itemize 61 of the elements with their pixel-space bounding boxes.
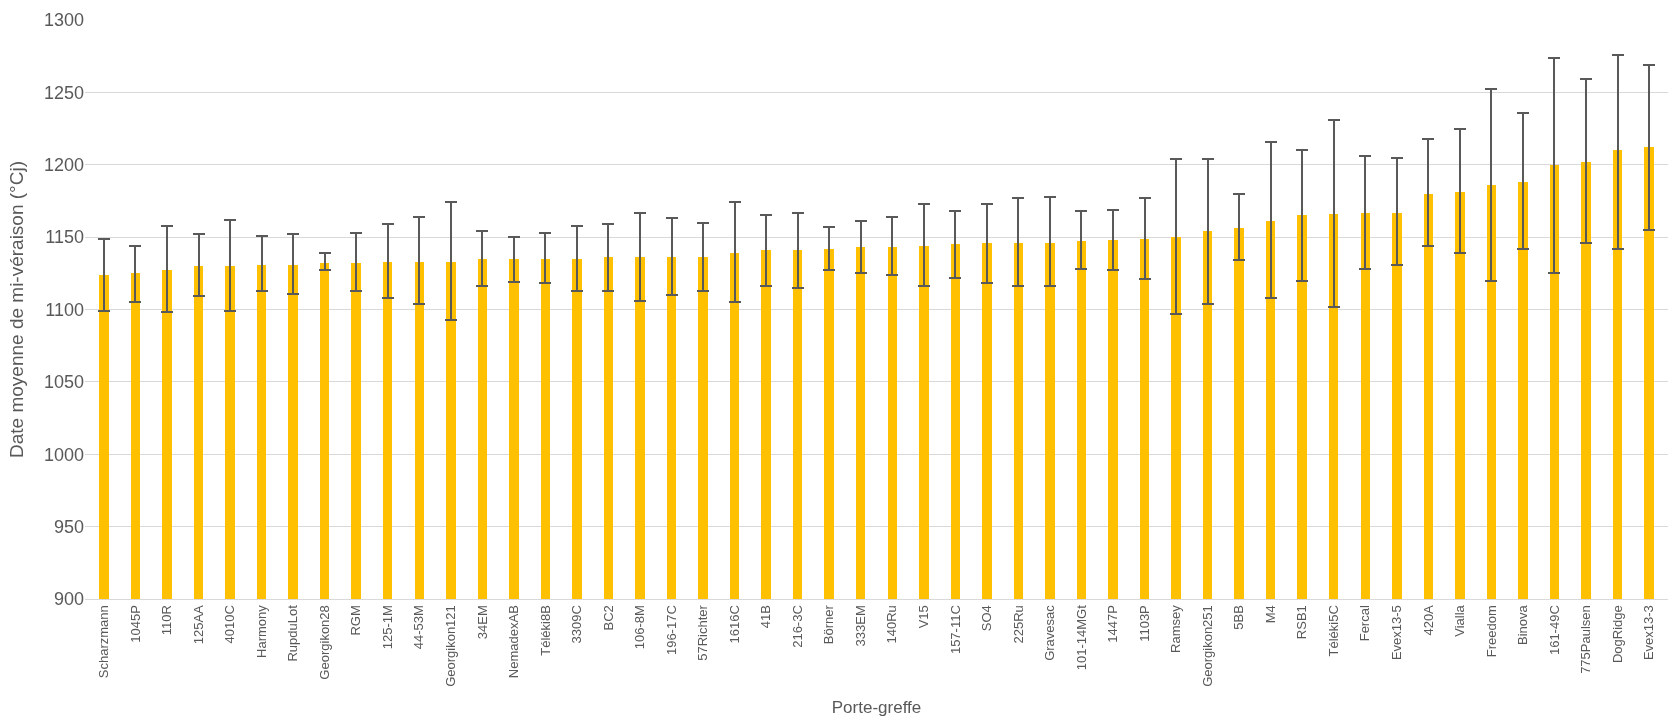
- x-tick-label: 225Ru: [1010, 605, 1026, 644]
- y-tick-label: 1000: [43, 444, 84, 465]
- x-tick-label: BC2: [600, 605, 616, 631]
- x-tick-label: Georgikon28: [316, 605, 332, 680]
- y-tick-label: 900: [53, 589, 84, 610]
- y-tick-label: 1100: [45, 299, 84, 320]
- y-tick-label: 1200: [43, 155, 84, 176]
- x-tick-label: Evex13-3: [1641, 605, 1657, 661]
- y-tick-label: 1250: [43, 82, 84, 103]
- x-tick-label: 110R: [159, 605, 175, 636]
- x-tick-label: V15: [916, 605, 932, 629]
- x-tick-label: Fercal: [1357, 605, 1373, 642]
- x-tick-label: 196-17C: [663, 605, 679, 656]
- y-tick-label: 1150: [45, 227, 84, 248]
- x-tick-label: 140Ru: [884, 605, 900, 644]
- x-tick-label: Georgikon251: [1199, 605, 1215, 687]
- x-tick-label: 125-1M: [379, 605, 395, 650]
- x-tick-label: 161-49C: [1546, 605, 1562, 656]
- x-tick-label: Téléki8B: [537, 605, 553, 656]
- x-tick-label: 44-53M: [411, 605, 427, 650]
- x-tick-label: RSB1: [1294, 605, 1310, 640]
- y-axis-title: Date moyenne de mi-véraison (°Cj): [5, 161, 27, 458]
- y-tick-label: 1050: [43, 372, 84, 393]
- x-tick-label: Georgikon121: [443, 605, 459, 687]
- x-tick-label: 3309C: [569, 605, 585, 644]
- x-tick-label: 5BB: [1231, 605, 1247, 630]
- y-tick-label: 1300: [43, 10, 84, 31]
- x-tick-label: Freedom: [1483, 605, 1499, 658]
- x-tick-label: 34EM: [474, 605, 490, 640]
- x-tick-label: M4: [1262, 605, 1278, 624]
- x-tick-label: Börner: [821, 604, 837, 645]
- x-tick-label: Téléki5C: [1325, 605, 1341, 657]
- x-tick-label: RupduLot: [285, 604, 301, 662]
- x-tick-label: NemadexAB: [506, 605, 522, 679]
- x-tick-label: 216-3C: [789, 605, 805, 648]
- x-tick-label: Vialla: [1452, 604, 1468, 637]
- x-tick-label: SO4: [979, 605, 995, 632]
- x-axis-title: Porte-greffe: [831, 698, 922, 718]
- x-tick-label: 1045P: [127, 605, 143, 643]
- x-tick-label: Binova: [1515, 604, 1531, 645]
- x-tick-label: 157-11C: [947, 605, 963, 655]
- x-tick-label: 106-8M: [632, 605, 648, 650]
- x-tick-label: 4010C: [222, 605, 238, 644]
- x-tick-label: RGM: [348, 605, 364, 636]
- x-tick-label: Harmony: [253, 604, 269, 658]
- x-tick-label: 41B: [758, 605, 774, 629]
- x-tick-label: Gravesac: [1042, 604, 1058, 661]
- x-tick-label: Ramsey: [1168, 604, 1184, 653]
- x-tick-label: Scharzmann: [96, 605, 112, 679]
- x-tick-label: 1103P: [1136, 605, 1152, 642]
- x-tick-label: 125AA: [190, 604, 206, 645]
- x-tick-label: Evex13-5: [1389, 605, 1405, 661]
- x-tick-label: 57Richter: [695, 604, 711, 661]
- x-tick-label: 775Paulsen: [1578, 605, 1594, 674]
- x-tick-label: 1616C: [726, 605, 742, 644]
- x-tick-label: DogRidge: [1609, 605, 1625, 664]
- x-tick-label: 1447P: [1105, 605, 1121, 643]
- x-tick-label: 333EM: [852, 605, 868, 647]
- y-tick-label: 950: [53, 516, 84, 537]
- x-tick-label: 101-14MGt: [1073, 604, 1089, 671]
- x-tick-label: 420A: [1420, 604, 1436, 636]
